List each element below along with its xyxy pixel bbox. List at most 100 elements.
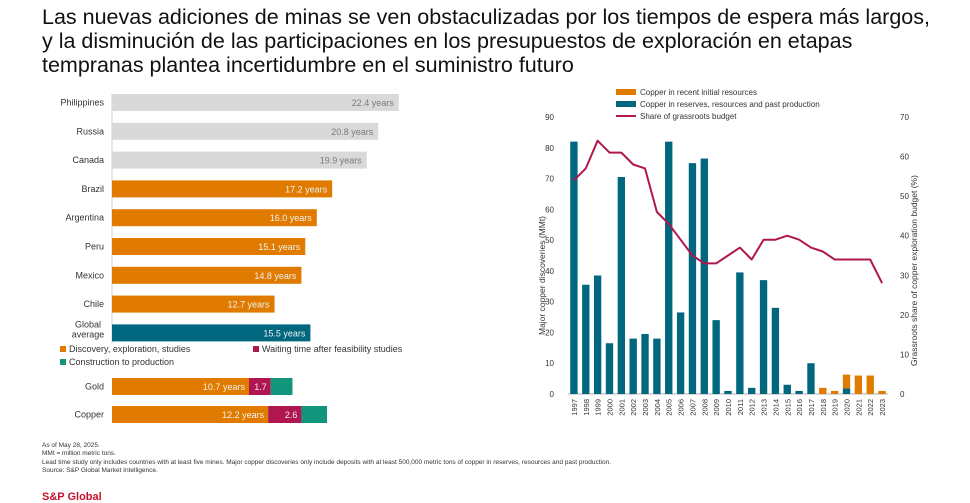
- stacked-bar-segment: [301, 406, 328, 423]
- y-tick-label: 80: [545, 144, 554, 153]
- y-tick-label: 90: [545, 113, 554, 122]
- discovery-bar: [724, 390, 732, 394]
- lead-time-bar: [112, 295, 275, 313]
- data-label: 12.7 years: [228, 300, 271, 310]
- x-tick-label: 2002: [629, 399, 638, 416]
- discovery-bar: [641, 333, 649, 394]
- y2-tick-label: 60: [900, 153, 909, 162]
- discovery-bar: [688, 163, 697, 394]
- legend-swatch: [253, 346, 259, 352]
- data-label: 19.9 years: [320, 156, 363, 166]
- discovery-bar: [830, 390, 839, 394]
- discovery-bar: [582, 284, 590, 394]
- y2-tick-label: 10: [900, 350, 909, 359]
- x-tick-label: 2022: [866, 399, 875, 416]
- stacked-bar-segment: [248, 378, 271, 395]
- legend-swatch: [616, 89, 636, 95]
- footnote: Source: S&P Global Market Intelligence.: [42, 467, 158, 475]
- discovery-bar: [771, 307, 780, 394]
- category-label: Peru: [85, 242, 104, 252]
- legend-label: Waiting time after feasibility studies: [262, 344, 403, 354]
- data-label: 2.6: [285, 410, 298, 420]
- data-label: 22.4 years: [352, 98, 395, 108]
- y2-tick-label: 70: [900, 113, 909, 122]
- data-label: 14.8 years: [254, 271, 297, 281]
- discovery-bar: [736, 272, 744, 394]
- discovery-bar: [878, 390, 886, 394]
- category-label: Brazil: [81, 184, 104, 194]
- y-axis-title: Major copper discoveries (MMt): [537, 216, 547, 335]
- y-tick-label: 0: [550, 390, 555, 399]
- x-tick-label: 2009: [712, 399, 721, 416]
- y2-tick-label: 20: [900, 311, 909, 320]
- category-label: Gold: [85, 382, 104, 392]
- y-tick-label: 50: [545, 236, 554, 245]
- x-tick-label: 2007: [688, 399, 697, 416]
- category-label: Russia: [76, 126, 104, 136]
- x-tick-label: 2019: [831, 399, 840, 416]
- x-tick-label: 2014: [771, 399, 780, 416]
- y2-tick-label: 30: [900, 271, 909, 280]
- legend-label: Copper in recent initial resources: [640, 88, 757, 97]
- x-tick-label: 2000: [605, 399, 614, 416]
- lead-time-bar: [112, 238, 306, 255]
- x-tick-label: 2001: [617, 399, 626, 416]
- discovery-bar: [795, 390, 803, 394]
- y2-tick-label: 0: [900, 390, 905, 399]
- data-label: 15.1 years: [258, 242, 301, 252]
- category-label: Chile: [83, 299, 104, 309]
- stacked-bar-segment: [270, 378, 293, 395]
- discovery-bar: [807, 363, 815, 394]
- lead-time-bar: [112, 94, 399, 111]
- category-label: Global: [75, 319, 101, 329]
- y-tick-label: 10: [545, 359, 554, 368]
- category-label: Philippines: [60, 98, 104, 108]
- x-tick-label: 1997: [570, 399, 579, 416]
- x-tick-label: 2023: [878, 399, 887, 416]
- legend-label: Share of grassroots budget: [640, 112, 737, 121]
- category-label: Copper: [74, 410, 104, 420]
- footnotes: As of May 28, 2025. MMt = million metric…: [42, 442, 942, 476]
- data-label: 17.2 years: [285, 184, 328, 194]
- discovery-bar: [712, 320, 720, 394]
- lead-time-bar: [112, 266, 302, 284]
- lead-time-bar: [112, 122, 379, 140]
- discovery-bar: [819, 387, 827, 394]
- y-tick-label: 30: [545, 298, 554, 307]
- y-tick-label: 20: [545, 328, 554, 337]
- discovery-bar: [629, 338, 637, 394]
- lead-time-bar: [112, 151, 367, 169]
- x-tick-label: 1998: [582, 399, 591, 416]
- discovery-bar: [593, 275, 602, 394]
- x-tick-label: 2004: [653, 399, 662, 416]
- y-tick-label: 70: [545, 175, 554, 184]
- category-label: Mexico: [75, 270, 104, 280]
- category-label: average: [72, 329, 105, 339]
- footnote: Lead time study only includes countries …: [42, 458, 612, 466]
- x-tick-label: 2016: [795, 399, 804, 416]
- brand-logo: S&P Global: [42, 491, 102, 503]
- x-tick-label: 2011: [736, 399, 745, 415]
- x-tick-label: 2008: [700, 399, 709, 416]
- category-label: Canada: [72, 155, 104, 165]
- data-label: 10.7 years: [203, 382, 246, 392]
- x-tick-label: 2021: [854, 399, 863, 416]
- x-tick-label: 2010: [724, 399, 733, 416]
- stacked-bar-segment: [112, 406, 269, 423]
- stacked-bar-segment: [268, 406, 302, 423]
- y-tick-label: 40: [545, 267, 554, 276]
- x-tick-label: 2018: [819, 399, 828, 416]
- discovery-bar: [605, 343, 614, 394]
- grassroots-share-line: [573, 139, 883, 284]
- discovery-bar: [653, 338, 661, 394]
- category-label: Argentina: [65, 213, 104, 223]
- x-tick-label: 1999: [594, 399, 603, 416]
- legend-swatch: [616, 101, 636, 107]
- discovery-bar: [570, 141, 578, 394]
- discovery-bar: [842, 388, 851, 394]
- x-tick-label: 2013: [760, 399, 769, 416]
- x-tick-label: 2020: [843, 399, 852, 416]
- discovery-bar: [759, 280, 768, 394]
- lead-time-bar: [112, 180, 333, 198]
- discovery-bar: [700, 158, 708, 394]
